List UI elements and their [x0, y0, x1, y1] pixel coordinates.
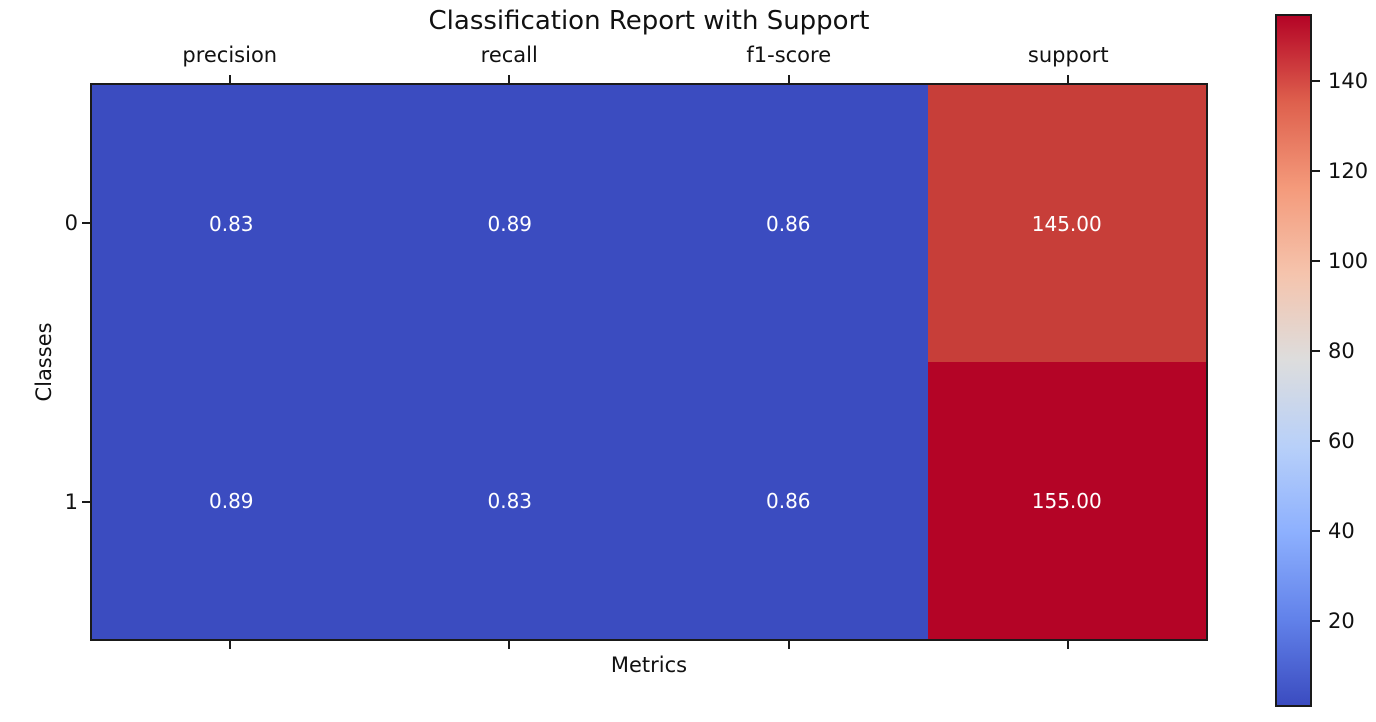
y-tick-mark	[82, 500, 90, 503]
cell-value: 0.89	[487, 211, 533, 236]
x-tick-label: precision	[182, 43, 278, 67]
heatmap-cell: 0.89	[370, 85, 649, 362]
colorbar-tick	[1312, 440, 1320, 443]
x-tick-mark-top	[228, 75, 231, 83]
colorbar-tick-label: 120	[1328, 159, 1369, 184]
colorbar-tick-label: 100	[1328, 249, 1369, 274]
cell-value: 0.83	[208, 211, 254, 236]
cell-value: 0.86	[765, 488, 811, 513]
x-tick-mark-bottom	[1067, 641, 1070, 649]
cell-value: 0.86	[765, 211, 811, 236]
heatmap-cell: 145.00	[927, 85, 1206, 362]
x-tick-mark-bottom	[228, 641, 231, 649]
y-axis-label: Classes	[32, 322, 56, 402]
y-tick-label: 1	[64, 489, 78, 514]
colorbar-tick	[1312, 170, 1320, 173]
colorbar-tick-label: 60	[1328, 429, 1355, 454]
heatmap-cell: 0.86	[649, 362, 928, 639]
x-tick-label: recall	[480, 43, 538, 67]
x-tick-mark-top	[787, 75, 790, 83]
colorbar-tick	[1312, 260, 1320, 263]
x-tick-mark-bottom	[787, 641, 790, 649]
colorbar-tick	[1312, 80, 1320, 83]
heatmap-cell: 0.89	[92, 362, 371, 639]
x-tick-label: support	[1027, 43, 1109, 67]
colorbar-tick	[1312, 529, 1320, 532]
cell-value: 145.00	[1031, 211, 1102, 236]
heatmap-cell: 0.86	[649, 85, 928, 362]
y-tick-label: 0	[64, 210, 78, 235]
heatmap-axes: 0.83 0.89 0.86 145.00 0.89 0.83 0.86 155.00	[90, 83, 1208, 641]
colorbar-tick-label: 80	[1328, 339, 1355, 364]
chart-title: Classification Report with Support	[428, 6, 870, 36]
heatmap-cell: 0.83	[92, 85, 371, 362]
x-tick-mark-top	[1067, 75, 1070, 83]
x-tick-label: f1-score	[746, 43, 832, 67]
colorbar-tick	[1312, 350, 1320, 353]
x-axis-label: Metrics	[610, 653, 688, 677]
heatmap-cell: 0.83	[370, 362, 649, 639]
colorbar-tick-label: 140	[1328, 69, 1369, 94]
colorbar-tick-label: 40	[1328, 518, 1355, 543]
colorbar-tick-label: 20	[1328, 608, 1355, 633]
y-tick-mark	[82, 221, 90, 224]
colorbar-tick	[1312, 619, 1320, 622]
x-tick-mark-top	[508, 75, 511, 83]
cell-value: 0.83	[487, 488, 533, 513]
heatmap: 0.83 0.89 0.86 145.00 0.89 0.83 0.86 155.00	[92, 85, 1206, 639]
heatmap-cell: 155.00	[927, 362, 1206, 639]
cell-value: 0.89	[208, 488, 254, 513]
colorbar	[1275, 14, 1312, 707]
x-tick-mark-bottom	[508, 641, 511, 649]
cell-value: 155.00	[1031, 488, 1102, 513]
